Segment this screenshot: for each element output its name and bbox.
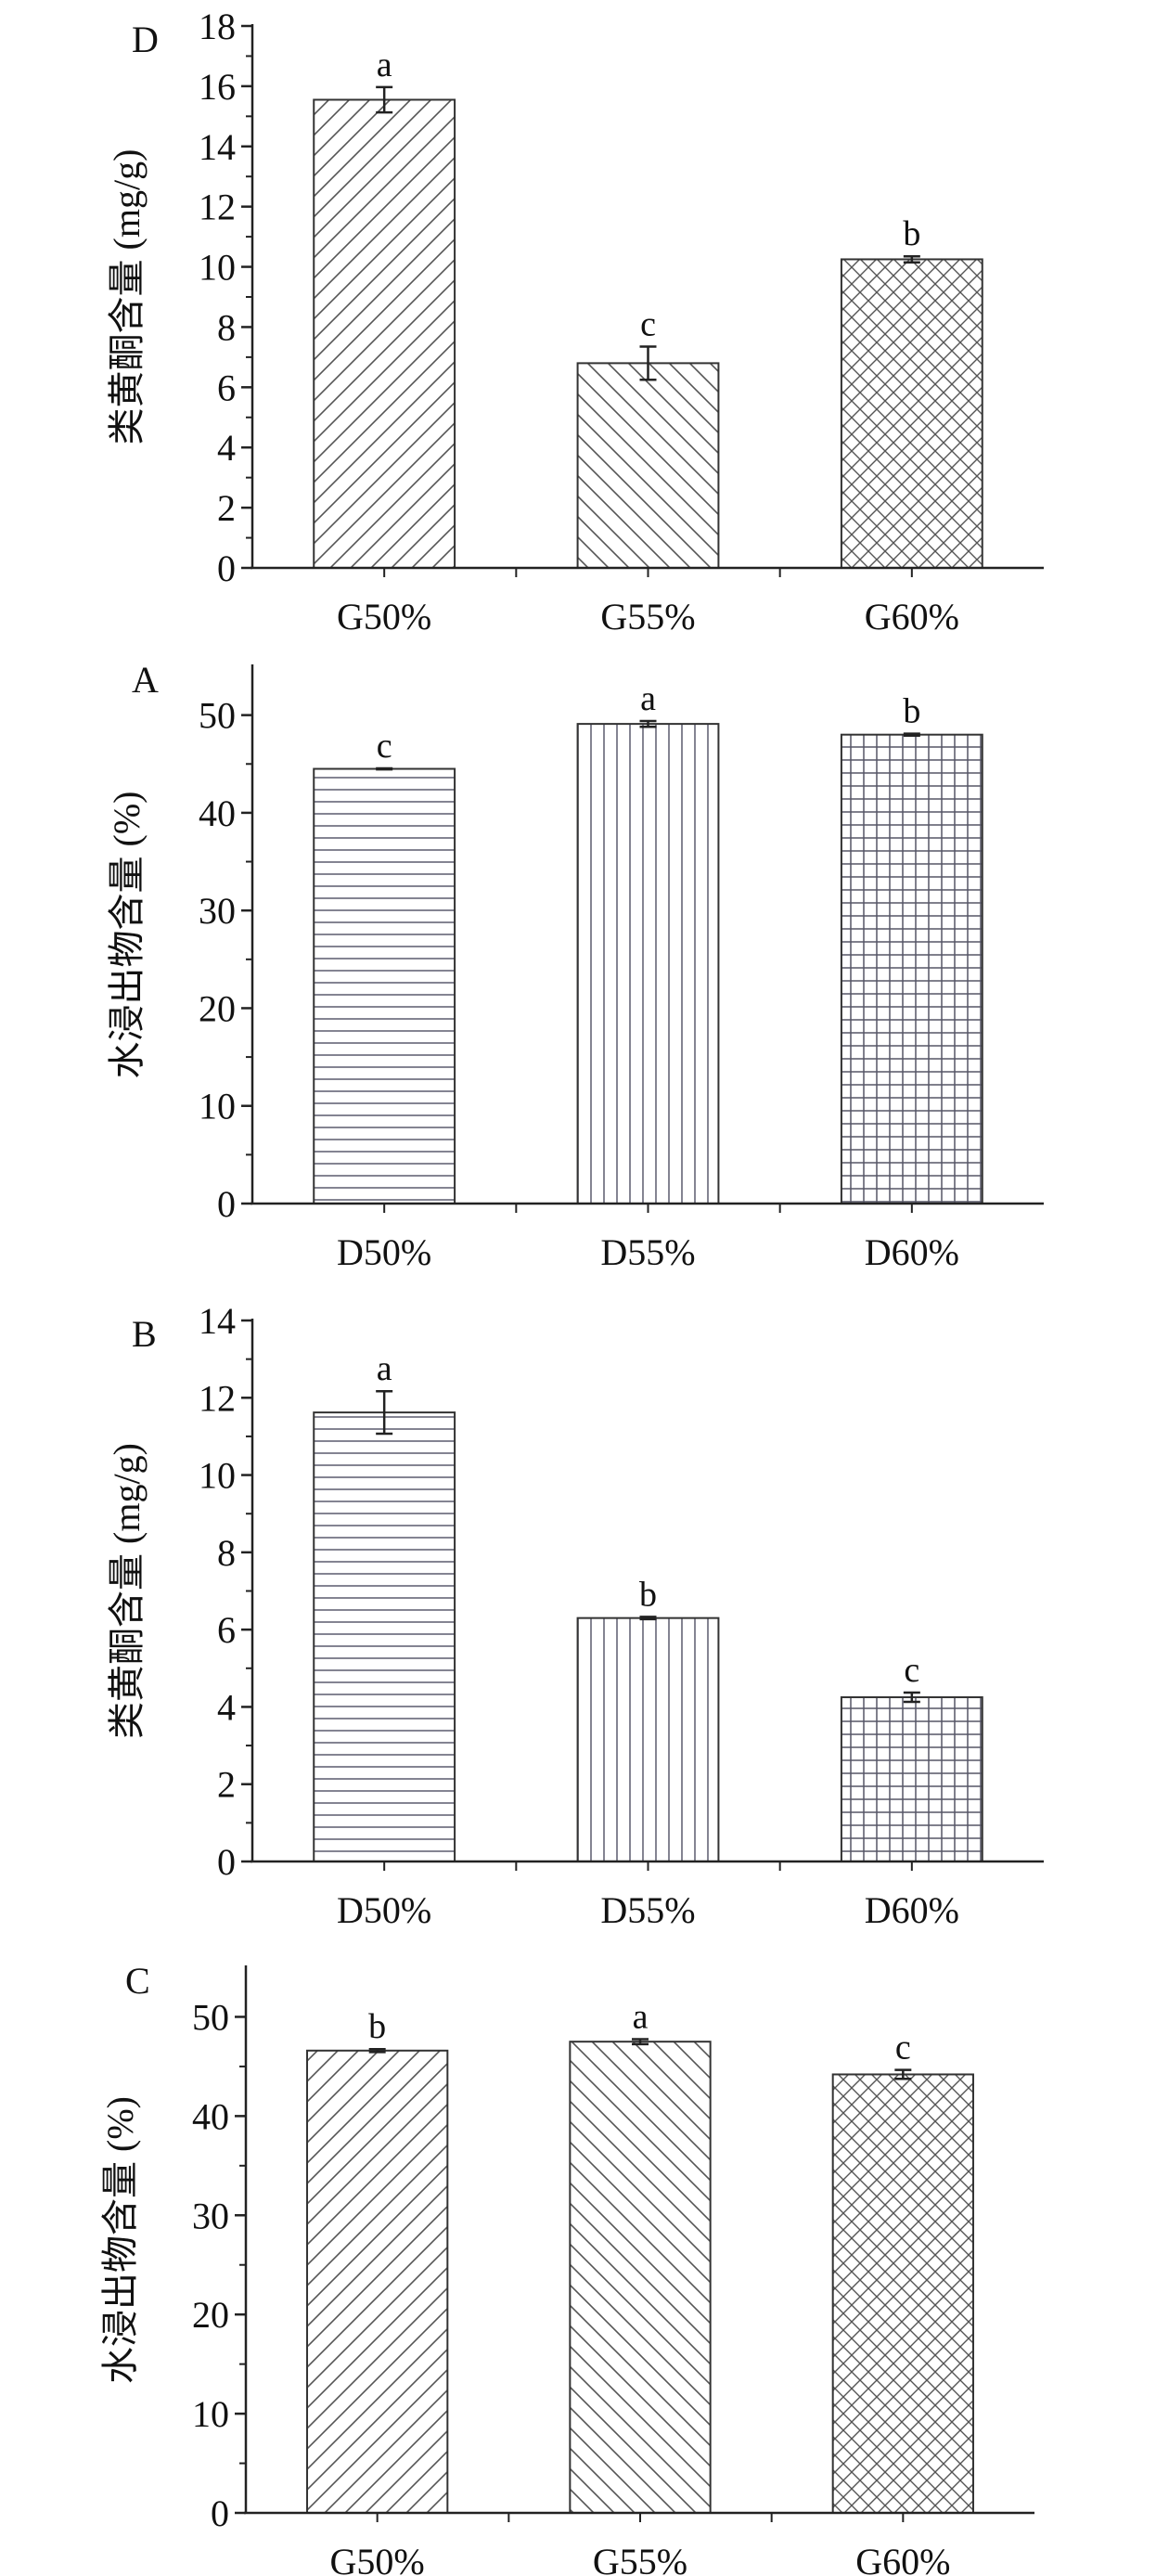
bar-D60% (840, 1696, 983, 1862)
error-bar (639, 719, 657, 728)
x-tick-label: D55% (600, 1231, 695, 1273)
significance-letter: a (377, 1349, 392, 1388)
y-tick-label: 20 (192, 2294, 229, 2336)
y-tick-label: 14 (199, 1300, 236, 1342)
error-bar (376, 1389, 393, 1436)
significance-letter: c (904, 1651, 919, 1690)
error-bar (639, 345, 657, 381)
significance-letter: c (640, 305, 656, 344)
y-tick-label: 12 (199, 1377, 236, 1419)
y-tick-label: 0 (217, 1841, 236, 1883)
y-tick-label: 0 (217, 547, 236, 589)
y-tick-label: 4 (217, 1686, 236, 1728)
error-bar (368, 2047, 386, 2054)
panel-label: A (132, 659, 159, 701)
significance-letter: b (368, 2007, 386, 2046)
chart-panel-a: A 水浸出物含量 (%) c D50% a D55% b D60% 0 10 20 30 40 50 (106, 659, 1044, 1273)
chart-panel-d: D 类黄酮含量 (mg/g) a G50% c G55% b G60% 0 2 4 6 8 10 12 14 1… (106, 6, 1044, 638)
y-tick-label: 40 (199, 792, 236, 834)
significance-letter: b (639, 1575, 657, 1614)
error-bar (894, 2068, 912, 2080)
bar-D50% (313, 1411, 456, 1862)
bar-D60% (840, 733, 983, 1204)
bar-G60% (831, 2073, 974, 2515)
significance-letter: b (903, 692, 920, 731)
y-tick-label: 50 (192, 1996, 229, 2038)
significance-letter: a (377, 45, 392, 84)
x-tick-label: G60% (865, 596, 959, 638)
bar-G50% (313, 98, 456, 569)
y-tick-label: 10 (199, 247, 236, 289)
significance-letter: c (377, 727, 392, 766)
panel-label: B (132, 1313, 157, 1355)
x-tick-label: G60% (855, 2541, 950, 2576)
y-tick-label: 16 (199, 66, 236, 108)
y-tick-label: 8 (217, 1532, 236, 1574)
y-tick-label: 10 (199, 1455, 236, 1497)
x-tick-label: D50% (337, 1889, 431, 1931)
significance-letter: a (633, 1998, 649, 2037)
significance-letter: c (895, 2029, 911, 2067)
y-tick-label: 2 (217, 1764, 236, 1806)
x-tick-label: G50% (330, 2541, 425, 2576)
error-bar (903, 254, 920, 264)
bar-G55% (576, 362, 720, 569)
y-tick-label: 2 (217, 487, 236, 529)
y-axis-label: 水浸出物含量 (%) (99, 2096, 141, 2384)
bar-D55% (576, 1616, 720, 1863)
bar-G60% (840, 258, 983, 569)
x-tick-label: D60% (865, 1231, 959, 1273)
x-tick-label: G55% (593, 2541, 687, 2576)
error-bar (903, 732, 920, 737)
error-bar (903, 1691, 920, 1704)
bar-G50% (306, 2049, 449, 2515)
y-tick-label: 40 (192, 2095, 229, 2137)
chart-panel-c: C 水浸出物含量 (%) b G50% a G55% c G60% 0 10 20 30 40 50 (99, 1960, 1034, 2576)
y-tick-label: 30 (199, 890, 236, 932)
y-tick-label: 4 (217, 427, 236, 469)
bar-D55% (576, 723, 720, 1204)
y-axis-label: 水浸出物含量 (%) (106, 792, 148, 1079)
y-tick-label: 10 (192, 2393, 229, 2435)
y-tick-label: 0 (211, 2492, 229, 2534)
error-bar (639, 1616, 657, 1621)
error-bar (376, 766, 393, 771)
error-bar (632, 2038, 649, 2046)
y-tick-label: 20 (199, 987, 236, 1029)
y-tick-label: 6 (217, 367, 236, 408)
chart-panel-b: B 类黄酮含量 (mg/g) a D50% b D55% c D60% 0 2 4 6 8 10 12 14 (106, 1300, 1044, 1931)
significance-letter: b (903, 214, 920, 253)
x-tick-label: G50% (337, 596, 431, 638)
y-axis-label: 类黄酮含量 (mg/g) (106, 1443, 148, 1739)
panel-label: C (125, 1960, 150, 2002)
bar-G55% (569, 2041, 712, 2515)
bar-D50% (313, 767, 456, 1204)
error-bar (376, 85, 393, 114)
y-tick-label: 18 (199, 6, 236, 47)
x-tick-label: D55% (600, 1889, 695, 1931)
significance-letter: a (640, 679, 656, 718)
panel-label: D (132, 19, 159, 60)
y-tick-label: 10 (199, 1086, 236, 1127)
x-tick-label: G55% (600, 596, 695, 638)
y-axis-label: 类黄酮含量 (mg/g) (106, 149, 148, 445)
y-tick-label: 50 (199, 695, 236, 737)
y-tick-label: 12 (199, 187, 236, 228)
y-tick-label: 0 (217, 1183, 236, 1225)
y-tick-label: 30 (192, 2195, 229, 2236)
y-tick-label: 14 (199, 126, 236, 168)
y-tick-label: 8 (217, 306, 236, 348)
y-tick-label: 6 (217, 1609, 236, 1651)
x-tick-label: D60% (865, 1889, 959, 1931)
x-tick-label: D50% (337, 1231, 431, 1273)
